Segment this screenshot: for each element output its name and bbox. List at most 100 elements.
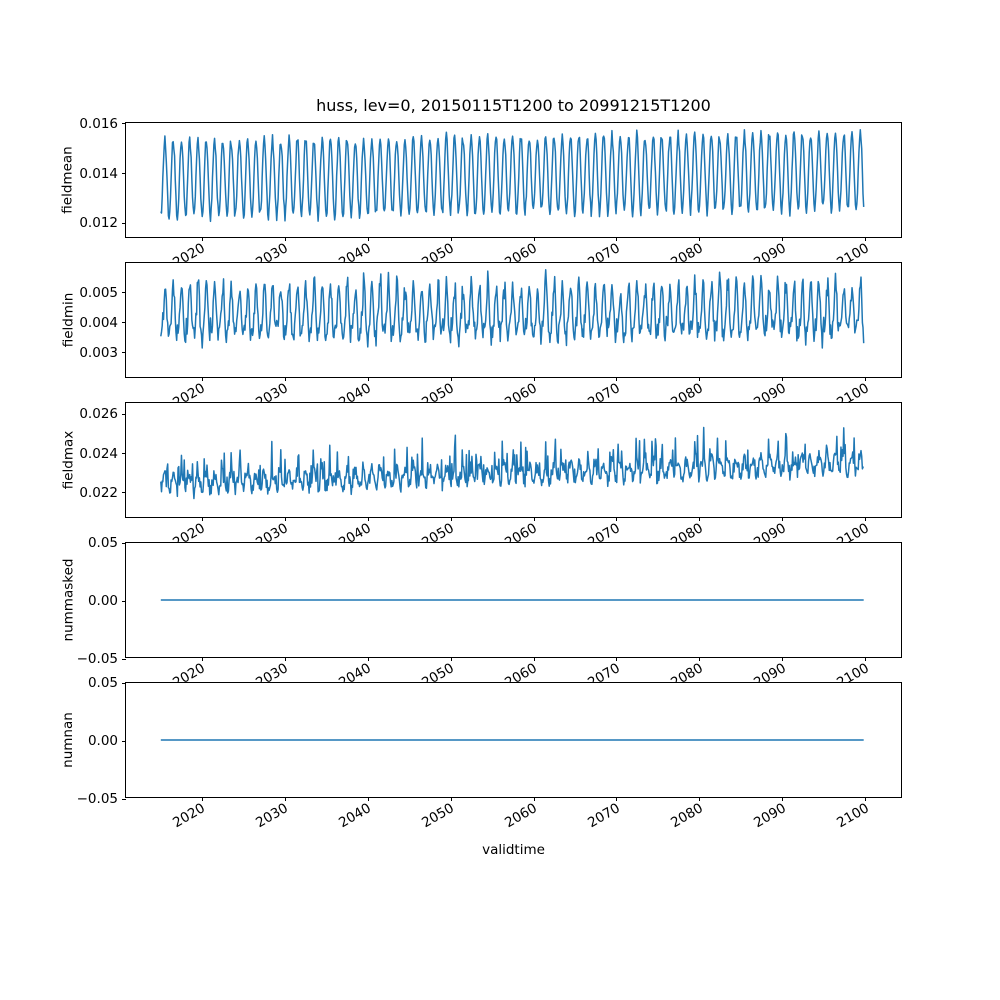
x-tick-label: 2050 <box>418 800 457 832</box>
x-tick-mark <box>533 517 535 521</box>
y-tick-mark <box>122 123 126 125</box>
x-tick-label: 2030 <box>252 800 291 832</box>
nummasked-line-series <box>160 599 864 601</box>
x-tick-mark <box>201 377 203 381</box>
subplot-nummasked: nummasked −0.05 0.00 0.05 2020 2030 2040 2050 2… <box>60 535 902 691</box>
y-tick-label: 0.005 <box>79 284 118 301</box>
fieldmean-y-axis-label: fieldmean <box>60 123 76 237</box>
x-tick-mark <box>699 237 701 241</box>
y-tick-mark <box>122 173 126 175</box>
y-tick-label: 0.05 <box>87 535 118 551</box>
x-axis-label: validtime <box>482 842 545 858</box>
nummasked-y-axis-label: nummasked <box>60 543 76 657</box>
x-tick-mark <box>782 377 784 381</box>
x-tick-mark <box>201 657 203 661</box>
y-tick-mark <box>122 542 126 544</box>
y-tick-label: 0.026 <box>79 406 118 423</box>
x-tick-mark <box>201 237 203 241</box>
subplot-fieldmin: fieldmin 0.003 0.004 0.005 2020 2030 2040 2050… <box>60 262 902 411</box>
x-tick-mark <box>450 517 452 521</box>
x-tick-mark <box>450 657 452 661</box>
y-tick-mark <box>122 492 126 494</box>
y-tick-label: 0.05 <box>87 675 118 691</box>
y-tick-label: 0.012 <box>79 215 118 232</box>
x-tick-mark <box>533 237 535 241</box>
x-tick-mark <box>699 657 701 661</box>
x-tick-mark <box>367 377 369 381</box>
y-tick-label: 0.00 <box>87 593 118 609</box>
subplot-fieldmax: fieldmax 0.022 0.024 0.026 2020 2030 2040 2050… <box>60 402 902 551</box>
x-tick-mark <box>284 237 286 241</box>
fieldmax-line-series <box>160 426 864 500</box>
y-tick-mark <box>122 352 126 354</box>
figure-title: huss, lev=0, 20150115T1200 to 20991215T1… <box>316 96 711 115</box>
x-tick-mark <box>616 377 618 381</box>
y-tick-mark <box>122 292 126 294</box>
x-tick-label: 2040 <box>335 800 374 832</box>
x-tick-label: 2090 <box>750 800 789 832</box>
x-tick-mark <box>201 797 203 801</box>
x-tick-mark <box>533 657 535 661</box>
x-tick-mark <box>865 377 867 381</box>
subplot-numnan: numnan −0.05 0.00 0.05 2020 2030 2040 2050 2060… <box>60 675 902 831</box>
numnan-line-series <box>160 739 864 741</box>
fieldmean-line-series <box>160 129 865 223</box>
y-tick-mark <box>122 322 126 324</box>
x-tick-mark <box>616 657 618 661</box>
y-tick-label: −0.05 <box>76 791 118 807</box>
x-tick-label: 2020 <box>169 800 208 832</box>
fieldmax-y-axis-label: fieldmax <box>60 403 76 517</box>
y-tick-label: 0.00 <box>87 733 118 749</box>
y-tick-label: 0.004 <box>79 314 118 331</box>
fieldmean-polyline <box>160 129 865 223</box>
x-tick-mark <box>699 377 701 381</box>
x-tick-mark <box>367 237 369 241</box>
x-tick-mark <box>782 517 784 521</box>
y-tick-mark <box>122 798 126 800</box>
y-axis-label-text: fieldmin <box>60 292 76 348</box>
y-tick-mark <box>122 658 126 660</box>
y-tick-mark <box>122 682 126 684</box>
x-tick-mark <box>865 237 867 241</box>
x-tick-mark <box>865 517 867 521</box>
fieldmin-y-axis-label: fieldmin <box>60 263 76 377</box>
subplot-fieldmean: fieldmean 0.012 0.014 0.016 2020 2030 2040 205… <box>60 116 902 271</box>
y-tick-mark <box>122 453 126 454</box>
x-tick-mark <box>865 657 867 661</box>
y-tick-label: 0.022 <box>79 484 118 501</box>
x-tick-mark <box>616 237 618 241</box>
y-axis-label-text: fieldmean <box>60 146 77 214</box>
x-tick-mark <box>450 797 452 801</box>
x-tick-mark <box>450 237 452 241</box>
x-tick-mark <box>782 237 784 241</box>
y-tick-label: −0.05 <box>76 651 118 667</box>
x-tick-mark <box>699 797 701 801</box>
x-tick-mark <box>450 377 452 381</box>
y-tick-mark <box>122 413 126 415</box>
y-tick-mark <box>122 740 126 742</box>
fieldmax-polyline <box>160 426 864 500</box>
x-tick-mark <box>284 517 286 521</box>
x-tick-mark <box>616 797 618 801</box>
x-tick-label: 2080 <box>667 800 706 832</box>
x-tick-label: 2100 <box>833 800 872 832</box>
y-tick-label: 0.003 <box>79 344 118 361</box>
y-tick-mark <box>122 222 126 224</box>
x-tick-label: 2070 <box>584 800 623 832</box>
x-tick-mark <box>367 657 369 661</box>
fieldmin-line-series <box>160 269 865 349</box>
y-axis-label-text: numnan <box>60 712 76 768</box>
x-tick-mark <box>533 797 535 801</box>
y-axis-label-text: nummasked <box>60 558 76 642</box>
y-tick-label: 0.016 <box>79 116 118 132</box>
x-tick-label: 2060 <box>501 800 540 832</box>
x-tick-mark <box>367 517 369 521</box>
y-tick-label: 0.014 <box>79 165 118 182</box>
x-tick-mark <box>865 797 867 801</box>
x-tick-mark <box>201 517 203 521</box>
fieldmin-polyline <box>160 269 865 349</box>
x-tick-mark <box>533 377 535 381</box>
x-tick-mark <box>616 517 618 521</box>
x-tick-mark <box>284 797 286 801</box>
